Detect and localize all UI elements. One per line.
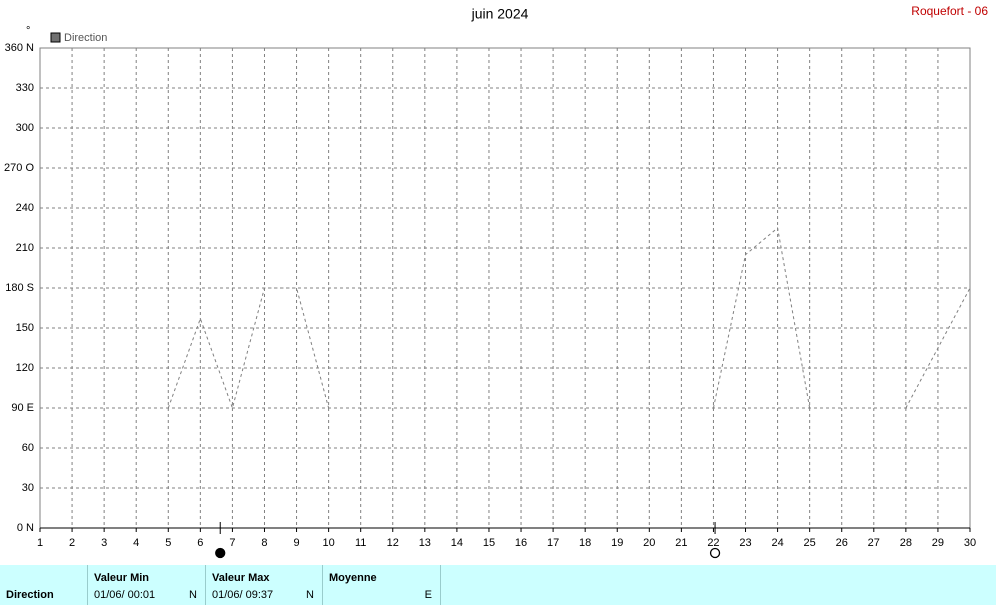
value: N bbox=[189, 589, 197, 601]
x-tick-label: 23 bbox=[739, 537, 751, 549]
legend-swatch bbox=[50, 32, 61, 43]
value: E bbox=[424, 589, 432, 601]
col-title: Valeur Max bbox=[212, 572, 270, 584]
moon-phase bbox=[709, 547, 721, 559]
x-tick-label: 5 bbox=[165, 537, 171, 549]
x-tick-label: 30 bbox=[964, 537, 976, 549]
x-tick-label: 2 bbox=[69, 537, 75, 549]
legend-label: Direction bbox=[64, 32, 107, 44]
y-tick-label: 180 S bbox=[5, 282, 34, 294]
x-tick-label: 10 bbox=[322, 537, 334, 549]
x-tick-label: 6 bbox=[197, 537, 203, 549]
y-tick-label: 330 bbox=[16, 82, 34, 94]
x-tick-label: 17 bbox=[547, 537, 559, 549]
x-tick-label: 3 bbox=[101, 537, 107, 549]
x-tick-label: 24 bbox=[771, 537, 783, 549]
x-tick-label: 9 bbox=[293, 537, 299, 549]
date: 01/06/ 00:01 bbox=[94, 589, 156, 601]
col-title: Moyenne bbox=[329, 572, 377, 584]
y-tick-label: 90 E bbox=[11, 402, 34, 414]
x-tick-label: 18 bbox=[579, 537, 591, 549]
x-tick-label: 22 bbox=[707, 537, 719, 549]
row-label: Direction bbox=[6, 589, 54, 601]
col-title: Valeur Min bbox=[94, 572, 150, 584]
location: Roquefort - 06 bbox=[911, 4, 988, 18]
unit: ° bbox=[26, 25, 30, 37]
x-tick-label: 14 bbox=[451, 537, 463, 549]
y-tick-label: 300 bbox=[16, 122, 34, 134]
x-tick-label: 26 bbox=[836, 537, 848, 549]
y-tick-label: 150 bbox=[16, 322, 34, 334]
x-tick-label: 27 bbox=[868, 537, 880, 549]
x-tick-label: 15 bbox=[483, 537, 495, 549]
x-tick-label: 1 bbox=[37, 537, 43, 549]
date: 01/06/ 09:37 bbox=[212, 589, 274, 601]
value: N bbox=[306, 589, 314, 601]
series-line bbox=[167, 227, 971, 410]
x-tick-label: 11 bbox=[355, 537, 366, 549]
x-tick-label: 19 bbox=[611, 537, 623, 549]
chart: juin 2024 Roquefort - 06 ° Direction 0 N… bbox=[4, 4, 988, 559]
x-tick-label: 8 bbox=[261, 537, 267, 549]
y-tick-label: 210 bbox=[16, 242, 34, 254]
x-tick-label: 25 bbox=[804, 537, 816, 549]
x-tick-label: 13 bbox=[419, 537, 431, 549]
y-tick-label: 270 O bbox=[4, 162, 34, 174]
cell: Valeur Min 01/06/ 00:01 N bbox=[88, 565, 206, 605]
chart-title: juin 2024 bbox=[471, 6, 529, 22]
y-tick-label: 0 N bbox=[17, 522, 34, 534]
y-tick-label: 240 bbox=[16, 202, 34, 214]
summary-table: Direction Valeur Min 01/06/ 00:01 N Valeur… bbox=[0, 565, 996, 605]
x-tick-label: 12 bbox=[387, 537, 399, 549]
cell: Valeur Max 01/06/ 09:37 N bbox=[206, 565, 323, 605]
x-tick-label: 28 bbox=[900, 537, 912, 549]
cell: Moyenne E bbox=[323, 565, 441, 605]
cell: Direction bbox=[0, 565, 88, 605]
x-tick-label: 21 bbox=[675, 537, 687, 549]
x-tick-label: 20 bbox=[643, 537, 655, 549]
y-tick-label: 60 bbox=[22, 442, 34, 454]
x-tick-label: 16 bbox=[515, 537, 527, 549]
x-tick-label: 29 bbox=[932, 537, 944, 549]
x-tick-label: 7 bbox=[229, 537, 235, 549]
x-tick-label: 4 bbox=[133, 537, 139, 549]
y-tick-label: 360 N bbox=[5, 42, 34, 54]
y-tick-label: 30 bbox=[22, 482, 34, 494]
y-tick-label: 120 bbox=[16, 362, 34, 374]
moon-phase bbox=[215, 547, 226, 559]
